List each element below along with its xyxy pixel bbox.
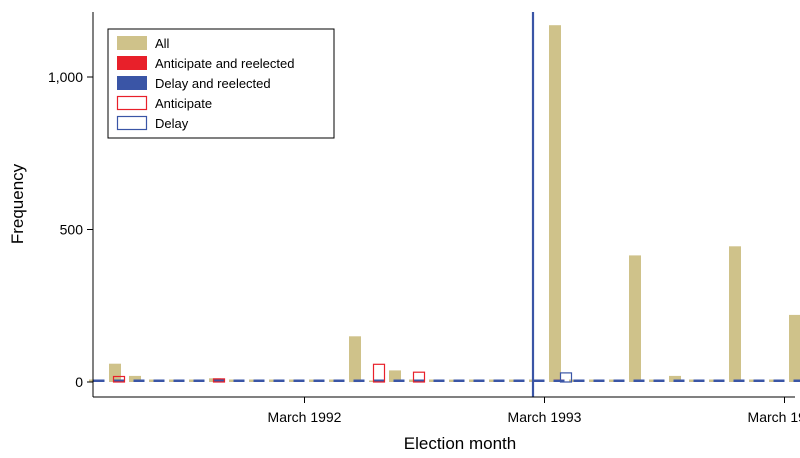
y-axis-title: Frequency [8, 163, 27, 244]
bar-delay-and-reelected-4 [173, 379, 185, 382]
bar-all-32 [729, 246, 741, 382]
bar-delay-and-reelected-18 [453, 379, 465, 382]
bar-delay-and-reelected-13 [353, 379, 365, 382]
bar-delay-and-reelected-17 [433, 379, 445, 382]
bar-delay-and-reelected-28 [653, 379, 665, 382]
bar-delay-and-reelected-30 [693, 379, 705, 382]
bar-delay-and-reelected-3 [153, 379, 165, 382]
legend-label-anticipate-and-reelected: Anticipate and reelected [155, 56, 294, 71]
bar-delay-and-reelected-29 [673, 379, 685, 382]
bar-delay-and-reelected-2 [133, 379, 145, 382]
bar-delay-and-reelected-25 [593, 379, 605, 382]
y-tick-label: 500 [60, 222, 84, 238]
bar-delay-and-reelected-23 [553, 379, 565, 382]
bar-delay-and-reelected-20 [493, 379, 505, 382]
y-tick-label: 0 [75, 374, 83, 390]
bar-delay-and-reelected-9 [273, 379, 285, 382]
bar-delay-and-reelected-33 [753, 379, 765, 382]
bar-delay-and-reelected-7 [233, 379, 245, 382]
bar-all-15 [389, 370, 401, 382]
bar-delay-and-reelected-21 [513, 379, 525, 382]
bar-delay-and-reelected-12 [333, 379, 345, 382]
bar-delay-and-reelected-34 [773, 379, 785, 382]
legend-label-delay-and-reelected: Delay and reelected [155, 76, 271, 91]
bar-all-1 [109, 363, 121, 382]
x-tick-label: March 1994 [748, 409, 800, 425]
bar-delay-and-reelected-5 [193, 379, 205, 382]
legend-label-delay: Delay [155, 116, 189, 131]
bar-delay-and-reelected-27 [633, 379, 645, 382]
legend-swatch-anticipate-and-reelected [117, 56, 147, 70]
legend: All Anticipate and reelected Delay and ree… [107, 28, 335, 139]
bar-delay-and-reelected-10 [293, 379, 305, 382]
bar-delay-and-reelected-8 [253, 379, 265, 382]
x-tick-label: March 1993 [508, 409, 582, 425]
x-tick-label: March 1992 [268, 409, 342, 425]
bar-delay-and-reelected-6 [213, 379, 225, 382]
bar-delay-23 [559, 372, 573, 383]
bar-all-2 [129, 375, 141, 382]
bar-delay-and-reelected-24 [573, 379, 585, 382]
bar-all-29 [669, 375, 681, 382]
y-ticks: 0 500 1,000 [48, 69, 93, 390]
bar-delay-and-reelected-32 [733, 379, 745, 382]
bar-delay-and-reelected-22 [533, 379, 545, 382]
bar-all-13 [349, 336, 361, 383]
bar-all-27 [629, 255, 641, 382]
bar-all-23 [549, 25, 561, 382]
legend-swatch-anticipate [116, 95, 148, 111]
x-axis-title: Election month [404, 434, 516, 453]
bar-delay-and-reelected-1 [113, 379, 125, 382]
bar-anticipate-6 [212, 378, 226, 383]
y-tick-label: 1,000 [48, 69, 83, 85]
bar-delay-and-reelected-14 [373, 379, 385, 382]
legend-label-anticipate: Anticipate [155, 96, 212, 111]
legend-swatch-delay [116, 115, 148, 131]
bar-delay-and-reelected-0 [93, 379, 105, 382]
bar-delay-and-reelected-31 [713, 379, 725, 382]
bar-delay-and-reelected-26 [613, 379, 625, 382]
bar-anticipate-16 [412, 371, 426, 383]
bar-delay-and-reelected-16 [413, 379, 425, 382]
bar-delay-and-reelected-35 [793, 379, 800, 382]
legend-swatch-delay-and-reelected [117, 76, 147, 90]
plot-marks [89, 12, 800, 397]
x-ticks: March 1992 March 1993 March 1994 [268, 397, 800, 425]
bar-delay-and-reelected-11 [313, 379, 325, 382]
legend-label-all: All [155, 36, 170, 51]
bar-anticipate-14 [372, 363, 386, 383]
bar-all-35 [789, 314, 800, 382]
legend-swatch-all [117, 36, 147, 50]
bar-anticipate-1 [112, 375, 126, 383]
bar-delay-and-reelected-15 [393, 379, 405, 382]
bar-delay-and-reelected-19 [473, 379, 485, 382]
